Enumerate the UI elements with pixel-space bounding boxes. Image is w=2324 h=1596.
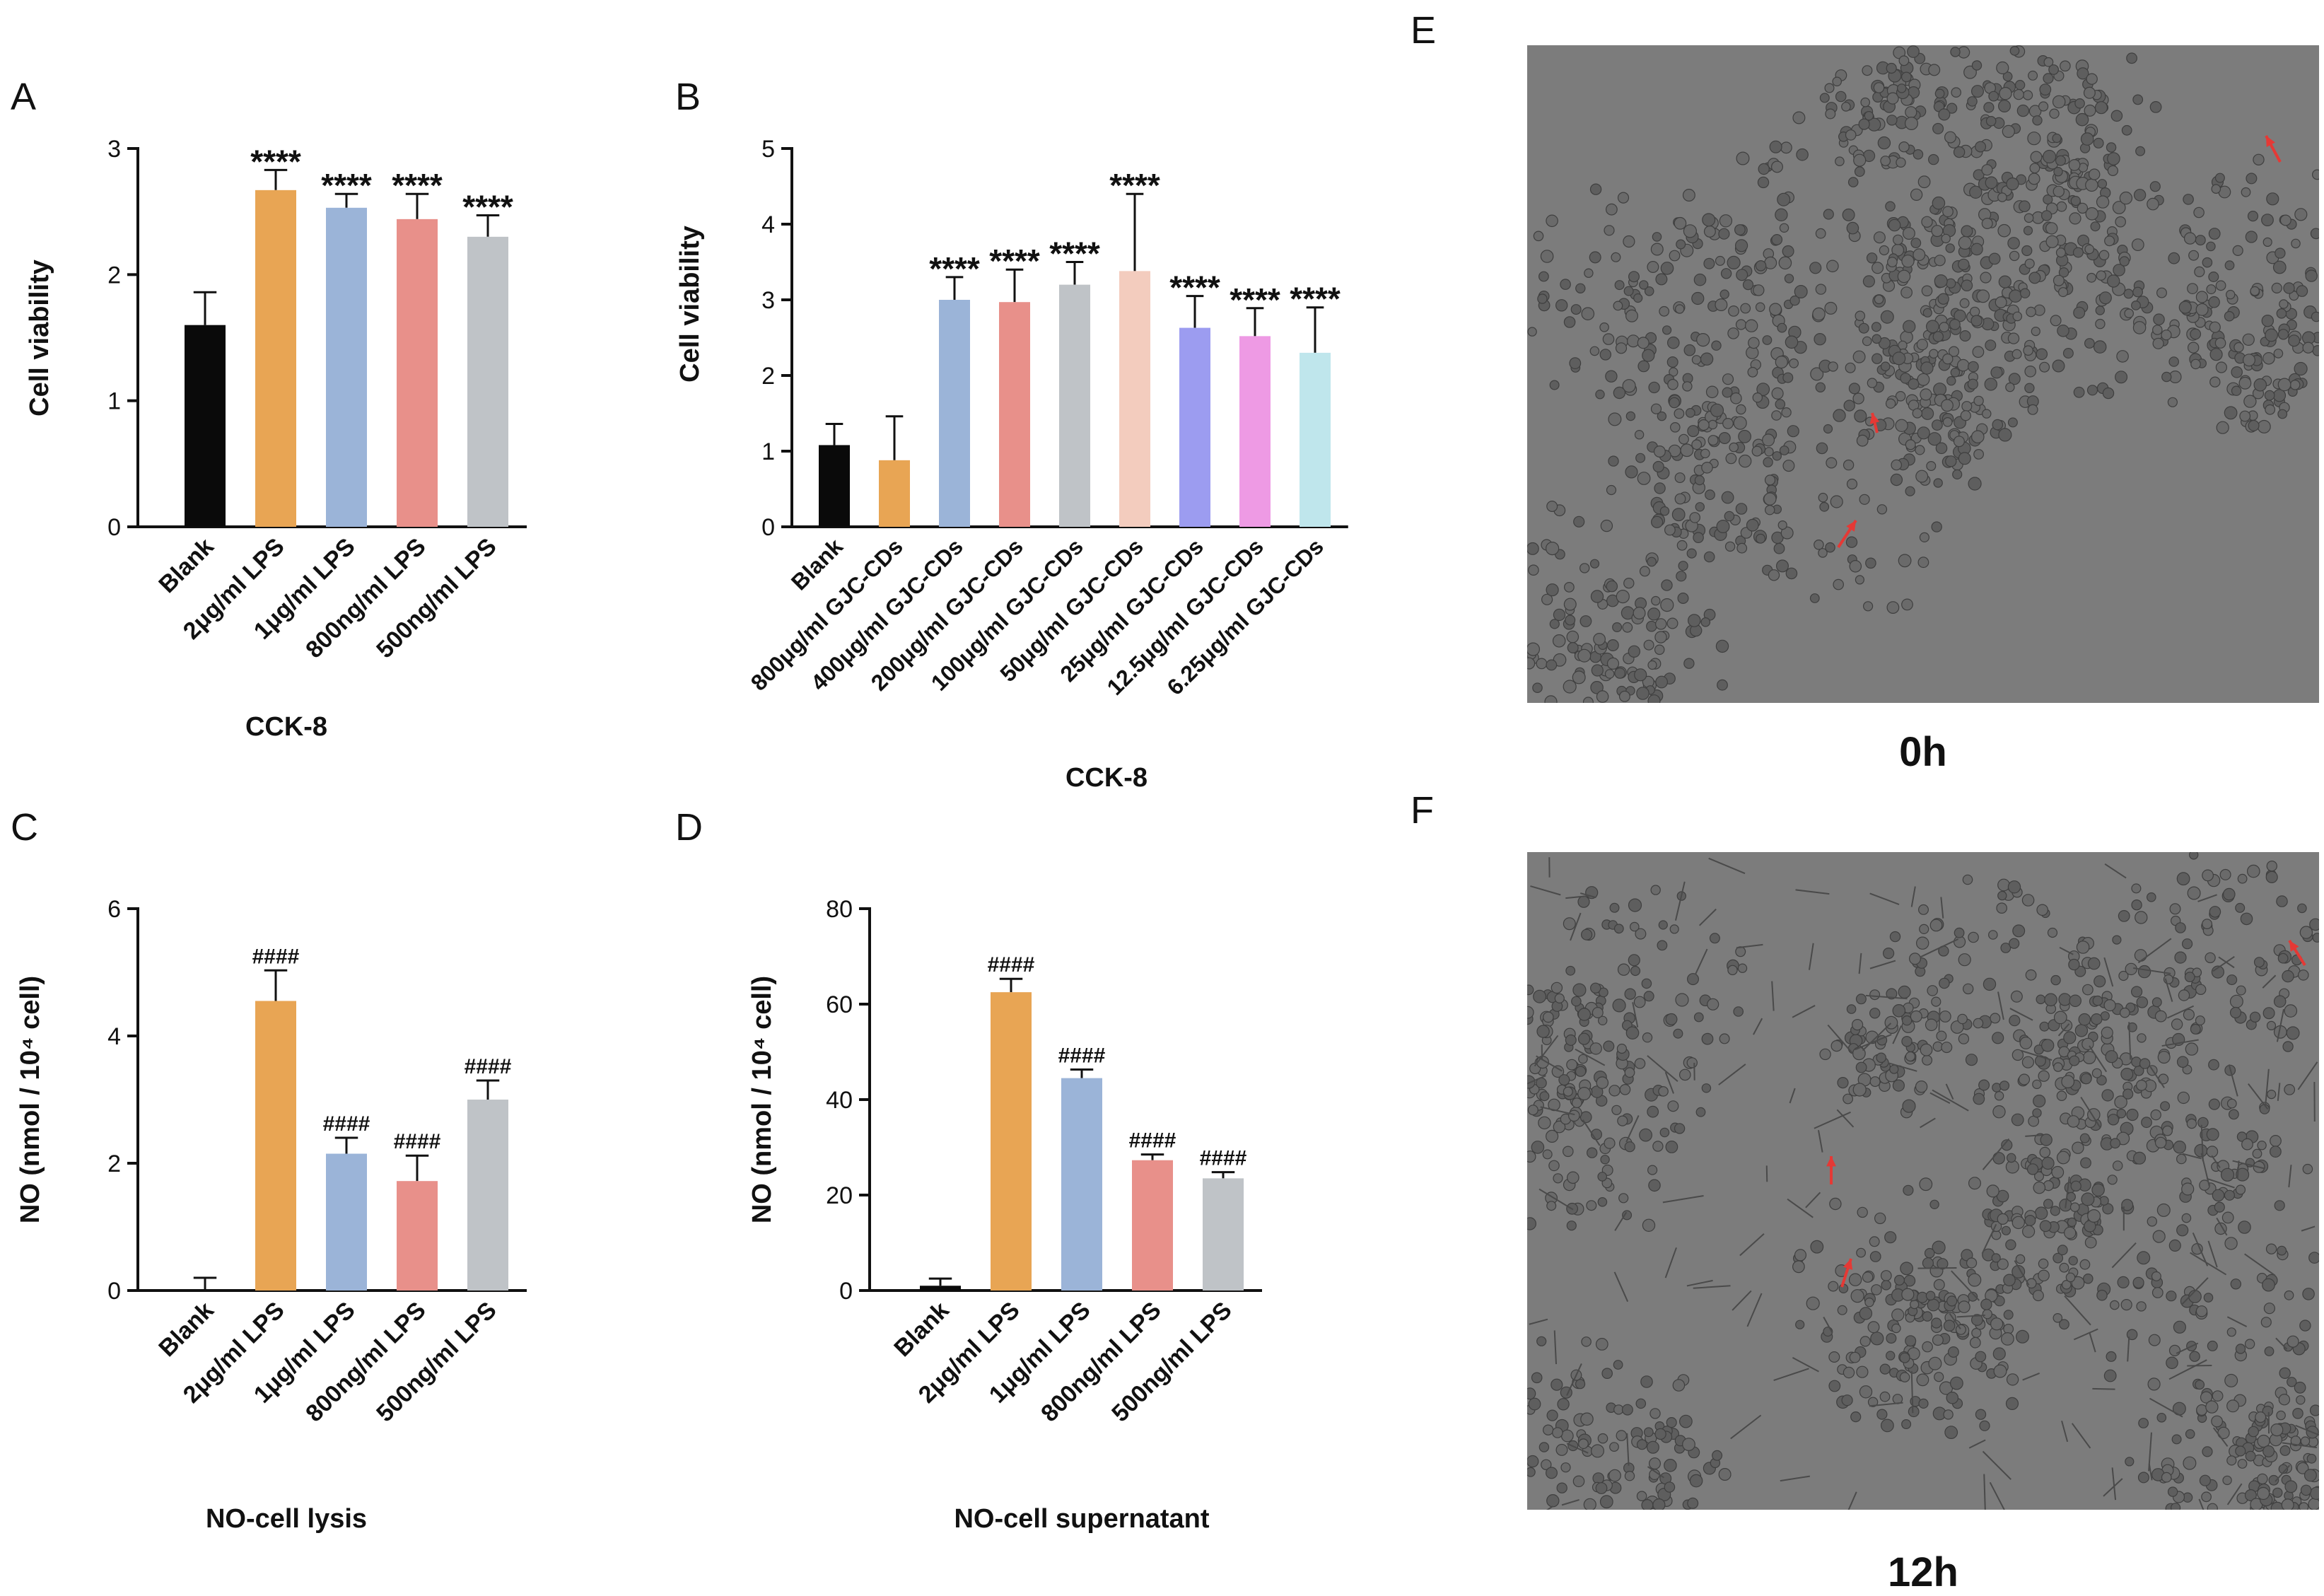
y-axis-label: NO (nmol / 10⁴ cell) <box>16 976 45 1223</box>
panel-letter-a: A <box>11 76 36 118</box>
image-label-12h: 12h <box>1782 1549 2065 1596</box>
image-label-0h: 0h <box>1782 728 2065 776</box>
micrograph-0h <box>1527 45 2319 703</box>
significance-label: #### <box>252 945 300 968</box>
y-tick-label: 3 <box>761 287 775 314</box>
x-tick-label: Blank <box>153 533 218 598</box>
y-tick-label: 3 <box>107 136 121 163</box>
significance-label: **** <box>1169 269 1220 306</box>
bar <box>467 237 508 527</box>
significance-label: **** <box>1049 235 1100 272</box>
y-tick-label: 2 <box>107 1151 121 1177</box>
y-tick-label: 2 <box>761 363 775 390</box>
y-tick-label: 0 <box>107 514 121 541</box>
bar <box>1203 1178 1244 1291</box>
y-tick-label: 0 <box>839 1278 853 1305</box>
bar <box>1239 336 1271 527</box>
x-tick-label: 500ng/ml LPS <box>1106 1297 1237 1428</box>
panel-letter-c: C <box>11 806 38 849</box>
y-tick-label: 4 <box>761 211 775 238</box>
micrograph-12h <box>1527 852 2319 1510</box>
y-tick-label: 80 <box>826 896 853 923</box>
significance-label: **** <box>462 189 513 226</box>
significance-label: #### <box>394 1130 441 1153</box>
y-tick-label: 20 <box>826 1182 853 1209</box>
significance-label: **** <box>929 250 980 287</box>
x-tick-label: 500ng/ml LPS <box>371 1297 502 1428</box>
significance-label: **** <box>250 143 301 180</box>
y-axis-label: NO (nmol / 10⁴ cell) <box>747 976 777 1223</box>
significance-label: #### <box>1200 1147 1247 1170</box>
significance-label: #### <box>988 953 1035 977</box>
y-axis-label: Cell viability <box>675 226 705 383</box>
chart-title: NO-cell lysis <box>206 1504 367 1534</box>
bar <box>397 1181 438 1291</box>
bar <box>991 992 1032 1291</box>
significance-label: #### <box>1129 1129 1176 1153</box>
y-tick-label: 0 <box>761 514 775 541</box>
y-tick-label: 60 <box>826 991 853 1018</box>
bar <box>255 1001 296 1291</box>
bar <box>1061 1078 1102 1291</box>
y-tick-label: 0 <box>107 1278 121 1305</box>
significance-label: **** <box>1109 167 1160 204</box>
significance-label: **** <box>1230 281 1280 318</box>
y-tick-label: 1 <box>761 438 775 465</box>
bar <box>1059 285 1090 527</box>
bar <box>1132 1160 1173 1291</box>
bar <box>1300 353 1331 527</box>
bar <box>819 445 850 527</box>
significance-label: **** <box>321 167 372 204</box>
significance-label: **** <box>989 243 1040 279</box>
significance-label: #### <box>465 1055 512 1078</box>
significance-label: #### <box>323 1112 370 1136</box>
y-tick-label: 1 <box>107 388 121 415</box>
bar <box>920 1286 961 1291</box>
y-axis-label: Cell viability <box>25 260 54 417</box>
chart-title: NO-cell supernatant <box>954 1504 1209 1534</box>
significance-label: #### <box>1058 1044 1106 1067</box>
bar <box>326 208 367 527</box>
bar <box>879 460 910 527</box>
significance-label: **** <box>1290 281 1341 318</box>
y-tick-label: 2 <box>107 262 121 289</box>
bar <box>1179 328 1210 527</box>
bar <box>467 1100 508 1291</box>
x-tick-label: 800ng/ml LPS <box>300 1297 431 1428</box>
y-tick-label: 5 <box>761 136 775 163</box>
bar <box>397 219 438 527</box>
bar <box>939 300 970 527</box>
x-tick-label: Blank <box>889 1297 954 1362</box>
panel-letter-e: E <box>1411 8 1436 52</box>
bar <box>255 190 296 527</box>
significance-label: **** <box>392 167 443 204</box>
x-tick-label: 800ng/ml LPS <box>1036 1297 1167 1428</box>
panel-letter-b: B <box>675 76 701 118</box>
x-tick-label: 500ng/ml LPS <box>371 533 502 664</box>
bar <box>326 1154 367 1291</box>
x-tick-label: Blank <box>153 1297 218 1362</box>
y-tick-label: 40 <box>826 1087 853 1114</box>
y-tick-label: 4 <box>107 1023 121 1050</box>
bar <box>1119 271 1150 527</box>
y-tick-label: 6 <box>107 896 121 923</box>
chart-title: CCK-8 <box>245 712 327 742</box>
panel-letter-d: D <box>675 806 703 849</box>
x-tick-label: 800ng/ml LPS <box>300 533 431 664</box>
panel-letter-f: F <box>1411 788 1434 832</box>
bar <box>999 302 1030 527</box>
bar <box>185 325 226 527</box>
chart-title: CCK-8 <box>1065 763 1148 793</box>
